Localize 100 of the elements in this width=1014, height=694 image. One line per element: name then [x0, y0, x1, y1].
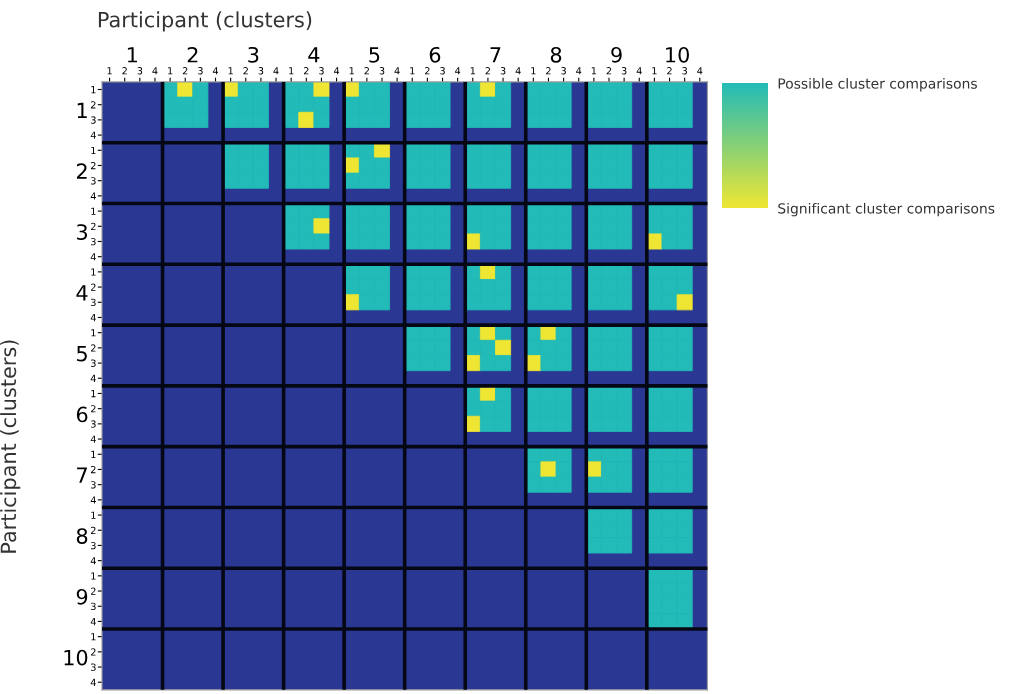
y-tick-label: 2 [90, 465, 96, 474]
y-tick-label: 2 [90, 222, 96, 230]
y-tick-label: 2 [90, 648, 96, 656]
y-tick-label: 3 [91, 116, 96, 124]
text: 7 [490, 47, 501, 63]
y-tick-label: 2 [90, 526, 96, 534]
x-tick-label: 3 [682, 67, 687, 75]
y-tick-label: 4 [90, 435, 96, 443]
x-tick-label: 4 [333, 67, 340, 75]
x-tick-label: 4 [636, 67, 642, 75]
y-tick-label: 1 [91, 329, 96, 337]
x-tick-label: 2 [243, 67, 248, 75]
y-tick-label: 3 [91, 237, 96, 246]
x-tick-label: 2 [303, 67, 309, 75]
y-tick-label: 3 [91, 663, 96, 671]
x-tick-label: 4 [152, 67, 158, 75]
text: 9 [76, 588, 88, 605]
text: 8 [76, 528, 88, 544]
text: 6 [76, 406, 88, 423]
x-tick-label: 1 [349, 67, 354, 75]
y-tick-label: 2 [90, 405, 96, 413]
text: 3 [248, 46, 259, 63]
color-bar-label: Possible cluster comparisons [778, 78, 977, 92]
text: 6 [429, 46, 441, 63]
y-tick-label: 1 [91, 268, 96, 276]
x-tick-label: 4 [576, 67, 582, 75]
y-tick-label: 3 [91, 359, 96, 367]
x-tick-label: 3 [137, 67, 143, 75]
y-tick-label: 3 [91, 602, 96, 611]
y-tick-label: 3 [91, 298, 96, 307]
y-tick-label: 2 [90, 587, 96, 595]
text: 8 [550, 46, 562, 63]
y-tick-label: 3 [91, 541, 96, 550]
y-tick-label: 1 [91, 511, 96, 519]
text: 5 [77, 346, 87, 362]
x-tick-label: 2 [606, 67, 612, 75]
y-tick-label: 4 [90, 557, 96, 565]
x-tick-label: 3 [319, 67, 324, 75]
text: 10 [666, 46, 689, 63]
x-axis-title: Participant (clusters) [98, 11, 312, 32]
text: 5 [369, 47, 380, 63]
x-tick-label: 3 [258, 67, 264, 75]
x-tick-label: 2 [182, 67, 188, 75]
y-tick-label: 4 [90, 678, 96, 686]
x-tick-label: 2 [546, 67, 551, 75]
y-tick-label: 4 [90, 253, 96, 261]
text: 4 [308, 47, 320, 63]
y-tick-label: 4 [90, 374, 96, 382]
y-tick-label: 4 [90, 192, 96, 200]
y-tick-label: 1 [91, 572, 96, 580]
y-tick-label: 3 [91, 177, 96, 185]
x-tick-label: 2 [485, 67, 491, 75]
y-tick-label: 2 [90, 161, 96, 170]
x-tick-label: 3 [500, 67, 506, 75]
y-tick-label: 4 [90, 496, 96, 504]
y-tick-label: 1 [91, 390, 96, 398]
x-tick-label: 1 [168, 67, 173, 75]
x-tick-label: 2 [667, 67, 672, 75]
y-tick-label: 1 [91, 86, 96, 94]
y-tick-label: 2 [90, 283, 96, 291]
x-tick-label: 3 [440, 67, 445, 75]
y-tick-label: 1 [91, 207, 96, 215]
x-tick-label: 3 [198, 67, 203, 75]
x-tick-label: 4 [394, 67, 400, 75]
x-tick-label: 3 [621, 67, 627, 75]
x-tick-label: 3 [379, 67, 385, 75]
y-tick-label: 3 [91, 420, 96, 428]
x-tick-label: 4 [273, 67, 279, 75]
text: 7 [77, 467, 87, 483]
y-tick-label: 2 [90, 344, 96, 352]
y-tick-label: 1 [91, 146, 96, 154]
y-tick-label: 1 [91, 450, 96, 458]
x-tick-label: 1 [289, 67, 294, 75]
x-tick-label: 1 [228, 67, 233, 75]
x-tick-label: 4 [697, 67, 703, 75]
y-tick-label: 3 [91, 481, 96, 489]
x-tick-label: 2 [364, 67, 369, 75]
y-tick-label: 4 [90, 314, 96, 322]
x-tick-label: 2 [425, 67, 430, 75]
x-tick-label: 4 [455, 67, 461, 75]
x-tick-label: 4 [212, 67, 219, 75]
x-tick-label: 1 [531, 67, 536, 75]
x-tick-label: 4 [515, 67, 521, 75]
text: 10 [64, 649, 88, 666]
x-tick-label: 1 [591, 67, 597, 75]
text: 1 [127, 47, 137, 63]
color-bar-label: Significant cluster comparisons [778, 202, 995, 217]
y-tick-label: 4 [90, 618, 96, 626]
y-tick-label: 4 [90, 131, 96, 139]
y-axis-title: Participant (clusters) [0, 340, 21, 553]
x-tick-label: 2 [122, 67, 127, 75]
x-tick-label: 1 [107, 67, 112, 75]
y-tick-label: 1 [91, 633, 96, 641]
x-tick-label: 1 [652, 67, 657, 75]
x-tick-label: 3 [561, 67, 566, 75]
text: 9 [611, 46, 622, 63]
x-tick-label: 1 [470, 67, 475, 75]
x-tick-label: 1 [410, 67, 415, 75]
y-tick-label: 2 [90, 101, 96, 109]
text: 2 [187, 46, 198, 63]
